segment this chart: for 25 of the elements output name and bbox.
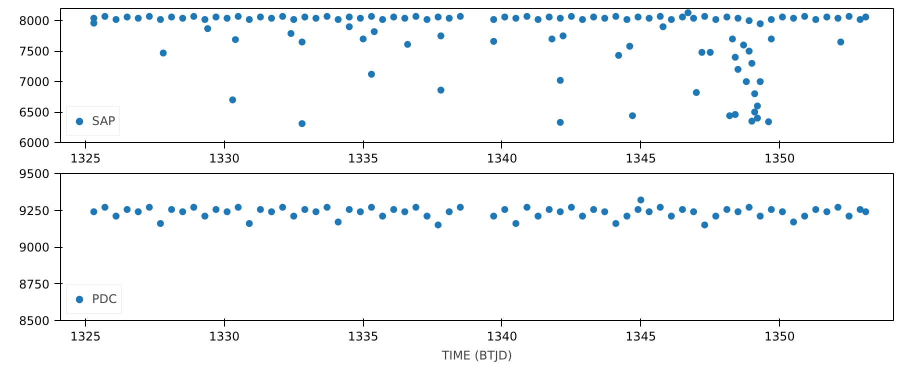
y-tick-label: 6000 <box>18 136 50 150</box>
x-tick-label: 1330 <box>209 330 240 344</box>
x-tick-label: 1345 <box>626 152 656 166</box>
x-tick-label: 1350 <box>764 330 795 344</box>
y-tick-label: 8750 <box>18 277 50 292</box>
y-tick-label: 9250 <box>18 204 50 218</box>
legend-label: PDC <box>92 292 117 306</box>
x-axis-title: TIME (BTJD) <box>440 348 512 362</box>
x-tick-label: 1340 <box>486 330 518 344</box>
y-tick-label: 6500 <box>18 106 50 120</box>
y-tick-label: 8000 <box>18 14 50 28</box>
y-tick-label: 9000 <box>18 240 50 254</box>
x-tick-label: 1340 <box>486 152 518 166</box>
y-tick-label: 9500 <box>18 167 50 181</box>
x-tick-label: 1330 <box>209 152 240 166</box>
legend-label: SAP <box>92 114 116 128</box>
x-tick-label: 1325 <box>70 152 101 166</box>
x-tick-label: 1335 <box>348 330 378 344</box>
y-tick-label: 7500 <box>18 44 50 59</box>
x-tick-label: 1345 <box>626 330 656 344</box>
y-tick-label: 7000 <box>18 75 50 90</box>
x-tick-label: 1325 <box>70 330 101 344</box>
x-tick-label: 1350 <box>764 152 795 166</box>
y-tick-label: 8500 <box>18 314 50 328</box>
x-tick-label: 1335 <box>348 152 378 166</box>
